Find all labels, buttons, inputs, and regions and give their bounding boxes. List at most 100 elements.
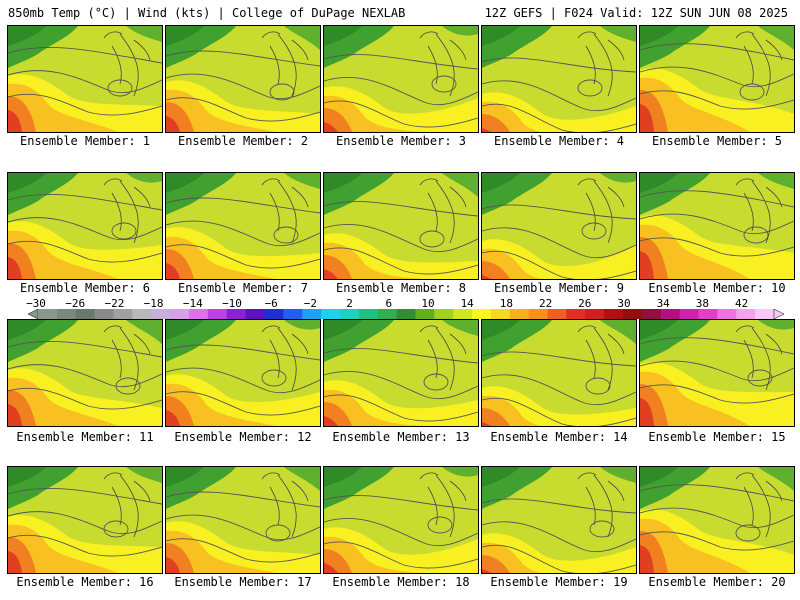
ensemble-member-label: Ensemble Member: 5	[651, 134, 783, 148]
ensemble-member-label: Ensemble Member: 11	[16, 430, 154, 444]
colorbar-segment	[585, 309, 605, 319]
ensemble-member-label: Ensemble Member: 7	[177, 281, 309, 295]
ensemble-member-map	[165, 172, 321, 280]
colorbar-tick-label: −10	[222, 297, 242, 310]
colorbar-segment	[396, 309, 416, 319]
ensemble-member-map	[7, 319, 163, 427]
colorbar-segment	[434, 309, 454, 319]
ensemble-member-map	[639, 172, 795, 280]
colorbar-segment	[604, 309, 624, 319]
ensemble-member-map	[639, 319, 795, 427]
colorbar-segment	[547, 309, 567, 319]
colorbar-arrow-right	[773, 309, 784, 319]
colorbar-segment	[302, 309, 322, 319]
ensemble-member-label: Ensemble Member: 14	[490, 430, 628, 444]
ensemble-member-label: Ensemble Member: 1	[19, 134, 151, 148]
colorbar-arrow-left	[28, 309, 39, 319]
colorbar-segment	[509, 309, 530, 319]
colorbar-tick-label: −22	[104, 297, 125, 310]
ensemble-member-label: Ensemble Member: 3	[335, 134, 467, 148]
colorbar-segment	[490, 309, 511, 319]
colorbar-tick-label: −6	[264, 297, 278, 310]
ensemble-member-map	[7, 466, 163, 574]
colorbar-segment	[264, 309, 284, 319]
colorbar-segment	[453, 309, 473, 319]
ensemble-member-label: Ensemble Member: 13	[332, 430, 470, 444]
colorbar-segment	[472, 309, 492, 319]
ensemble-member-map	[481, 172, 637, 280]
ensemble-member-map	[165, 25, 321, 133]
ensemble-member-map	[323, 466, 479, 574]
header-title: 850mb Temp (°C) | Wind (kts) | College o…	[8, 6, 406, 20]
colorbar-tick-label: 38	[695, 297, 710, 310]
ensemble-member-label: Ensemble Member: 4	[493, 134, 625, 148]
colorbar-tick-label: 18	[499, 297, 514, 310]
ensemble-member-map	[7, 25, 163, 133]
ensemble-member-map	[165, 466, 321, 574]
ensemble-member-map	[639, 466, 795, 574]
colorbar-tick-label: 22	[538, 297, 553, 310]
ensemble-member-label: Ensemble Member: 19	[490, 575, 628, 589]
colorbar-segment	[623, 309, 643, 319]
ensemble-member-label: Ensemble Member: 12	[174, 430, 312, 444]
colorbar-segment	[132, 309, 152, 319]
colorbar-segment	[94, 309, 114, 319]
ensemble-member-map	[639, 25, 795, 133]
colorbar-segment	[736, 309, 756, 319]
colorbar-segment	[755, 309, 775, 319]
ensemble-member-label: Ensemble Member: 9	[493, 281, 625, 295]
colorbar-tick-label: −14	[182, 297, 203, 310]
colorbar-segment	[245, 309, 265, 319]
colorbar-segment	[717, 309, 737, 319]
colorbar-tick-label: 34	[656, 297, 670, 310]
colorbar-segment	[38, 309, 58, 319]
colorbar-segment	[358, 309, 379, 319]
ensemble-member-label: Ensemble Member: 2	[177, 134, 309, 148]
temperature-colorbar	[28, 309, 784, 319]
colorbar-segment	[207, 309, 228, 319]
ensemble-member-label: Ensemble Member: 8	[335, 281, 467, 295]
colorbar-segment	[566, 309, 586, 319]
colorbar-segment	[415, 309, 435, 319]
ensemble-member-label: Ensemble Member: 18	[332, 575, 470, 589]
ensemble-member-label: Ensemble Member: 17	[174, 575, 312, 589]
colorbar-segment	[56, 309, 77, 319]
colorbar-segment	[226, 309, 246, 319]
colorbar-segment	[113, 309, 133, 319]
colorbar-segment	[321, 309, 341, 319]
ensemble-member-map	[165, 319, 321, 427]
colorbar-segment	[377, 309, 397, 319]
colorbar-tick-label: −30	[26, 297, 46, 310]
ensemble-member-map	[7, 172, 163, 280]
ensemble-member-label: Ensemble Member: 10	[648, 281, 786, 295]
colorbar-tick-label: 6	[385, 297, 393, 310]
colorbar-segment	[641, 309, 662, 319]
colorbar-segment	[170, 309, 190, 319]
ensemble-member-map	[323, 319, 479, 427]
colorbar-segment	[283, 309, 303, 319]
colorbar-tick-label: 30	[617, 297, 631, 310]
colorbar-segment	[660, 309, 681, 319]
colorbar-tick-label: −2	[303, 297, 318, 310]
ensemble-member-label: Ensemble Member: 16	[16, 575, 154, 589]
colorbar-segment	[339, 309, 360, 319]
ensemble-member-label: Ensemble Member: 15	[648, 430, 786, 444]
colorbar-tick-label: −18	[143, 297, 164, 310]
ensemble-member-map	[481, 466, 637, 574]
colorbar-segment	[151, 309, 171, 319]
colorbar-tick-label: 26	[578, 297, 592, 310]
colorbar-tick-label: 10	[421, 297, 435, 310]
ensemble-member-label: Ensemble Member: 6	[19, 281, 151, 295]
colorbar-tick-label: 42	[734, 297, 749, 310]
colorbar-segment	[698, 309, 718, 319]
colorbar-segment	[75, 309, 96, 319]
ensemble-member-label: Ensemble Member: 20	[648, 575, 786, 589]
ensemble-member-map	[323, 25, 479, 133]
colorbar-segment	[528, 309, 548, 319]
ensemble-member-map	[323, 172, 479, 280]
colorbar-tick-label: 2	[346, 297, 353, 310]
colorbar-segment	[188, 309, 209, 319]
colorbar-tick-label: −26	[65, 297, 86, 310]
ensemble-member-map	[481, 319, 637, 427]
colorbar-tick-label: 14	[460, 297, 474, 310]
